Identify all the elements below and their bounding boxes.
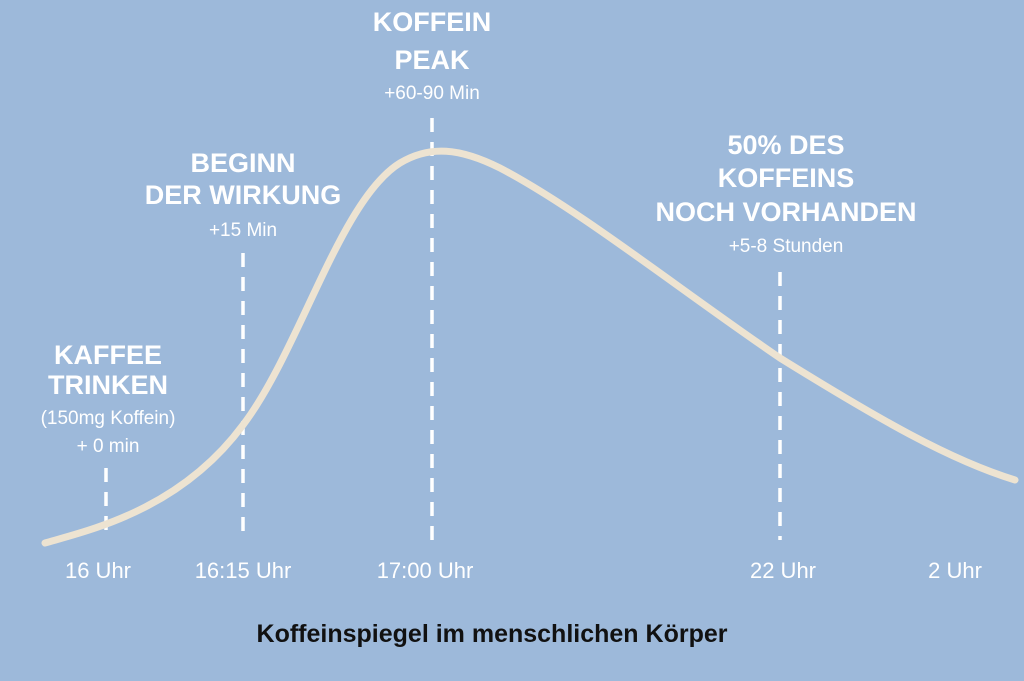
annotation-heading: KOFFEIN [373, 7, 492, 37]
annotation-detail: +5-8 Stunden [729, 236, 844, 257]
annotation-heading: TRINKEN [48, 370, 168, 400]
annotation-detail: (150mg Koffein) [41, 408, 176, 429]
annotation-detail: +15 Min [209, 220, 277, 241]
annotation-detail: + 0 min [77, 436, 140, 457]
annotation-heading: DER WIRKUNG [145, 180, 342, 210]
annotation-heading: KAFFEE [54, 340, 162, 370]
annotation-heading: BEGINN [190, 148, 295, 178]
annotation-heading: KOFFEINS [718, 163, 855, 193]
caffeine-curve [41, 147, 1019, 547]
annotation-heading: PEAK [394, 45, 470, 75]
time-label: 22 Uhr [750, 558, 816, 583]
time-label: 16:15 Uhr [195, 558, 292, 583]
time-label: 2 Uhr [928, 558, 982, 583]
time-label: 16 Uhr [65, 558, 131, 583]
annotation-heading: 50% DES [727, 130, 844, 160]
time-label: 17:00 Uhr [377, 558, 474, 583]
annotation-heading: NOCH VORHANDEN [655, 197, 916, 227]
title: Koffeinspiegel im menschlichen Körper [257, 620, 728, 648]
annotation-detail: +60-90 Min [384, 83, 480, 104]
